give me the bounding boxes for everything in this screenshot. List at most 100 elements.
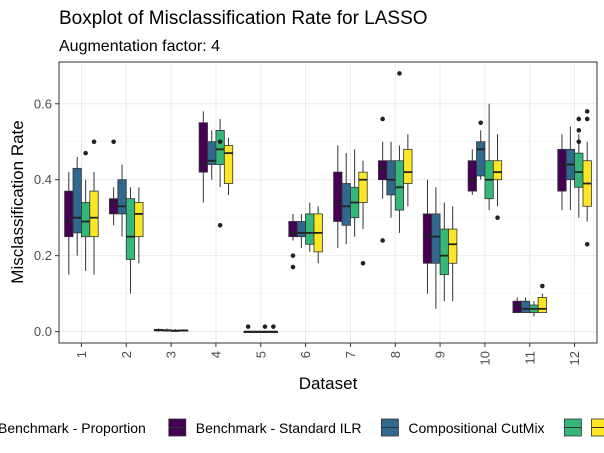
box-body — [223, 145, 234, 184]
box-body — [296, 221, 306, 238]
box-body — [358, 171, 368, 203]
y-tick-label: 0.6 — [34, 96, 52, 111]
box-body — [125, 198, 136, 260]
box-4-dataset-5 — [268, 324, 278, 334]
outlier-point — [380, 116, 385, 122]
x-tick-label: 4 — [208, 351, 223, 358]
box-4-dataset-10 — [492, 134, 503, 220]
x-tick-label: 8 — [388, 351, 403, 358]
box-body — [574, 152, 584, 188]
outlier-point — [245, 324, 251, 329]
x-tick-label: 11 — [522, 351, 537, 365]
box-4-dataset-12 — [582, 109, 592, 247]
box-body — [81, 202, 91, 238]
box-body — [288, 221, 298, 238]
outlier-point — [540, 283, 545, 289]
axes: 0.00.20.40.61 2 3 4 5 6 7 8 9 10 11 12 — [34, 96, 582, 365]
box-2-dataset-2 — [117, 164, 127, 237]
box-3-dataset-8 — [394, 71, 405, 233]
box-4-dataset-6 — [313, 206, 323, 264]
legend-label: Benchmark - Proportion — [0, 420, 146, 436]
outlier-point — [576, 116, 582, 122]
box-2-dataset-10 — [476, 120, 486, 180]
box-body — [64, 190, 74, 238]
x-tick-label: 5 — [253, 351, 268, 358]
box-3-dataset-5 — [260, 324, 270, 334]
box-4-dataset-3 — [179, 329, 189, 332]
box-body — [215, 129, 225, 165]
x-tick-label: 7 — [343, 351, 358, 358]
y-axis-label: Misclassification Rate — [8, 120, 27, 283]
box-body — [520, 300, 531, 314]
outlier-point — [584, 109, 590, 114]
outlier-point — [83, 150, 88, 156]
box-4-dataset-1 — [89, 139, 99, 275]
x-tick-label: 2 — [119, 351, 134, 358]
box-body — [403, 148, 413, 184]
box-body — [448, 228, 458, 264]
outlier-point — [380, 238, 385, 243]
x-tick-label: 6 — [298, 351, 313, 358]
box-body — [476, 141, 486, 177]
outlier-point — [478, 120, 484, 126]
outlier-point — [584, 116, 590, 122]
x-tick-label: 12 — [567, 351, 582, 365]
box-body — [394, 160, 405, 211]
box-4-dataset-2 — [134, 187, 144, 264]
box-2-dataset-4 — [207, 130, 217, 180]
box-body — [386, 160, 396, 196]
x-tick-label: 1 — [74, 351, 89, 358]
box-3-dataset-12 — [574, 116, 584, 218]
outlier-point — [360, 260, 366, 266]
outlier-point — [290, 264, 296, 270]
box-body — [89, 190, 99, 238]
x-axis-label: Dataset — [299, 374, 358, 393]
box-body — [378, 160, 388, 181]
box-body — [333, 171, 343, 222]
box-body — [72, 167, 82, 234]
box-body — [422, 213, 433, 264]
y-tick-label: 0.0 — [34, 324, 52, 339]
box-body — [512, 300, 522, 314]
y-tick-label: 0.4 — [34, 172, 52, 187]
outlier-point — [584, 241, 590, 247]
outlier-point — [271, 324, 276, 329]
box-layer — [64, 71, 592, 334]
box-2-dataset-3 — [162, 328, 172, 332]
x-tick-label: 10 — [477, 351, 492, 365]
box-body — [431, 213, 441, 264]
box-body — [341, 183, 351, 226]
x-tick-label: 9 — [433, 351, 448, 358]
outlier-point — [111, 139, 116, 145]
panel-border — [58, 61, 598, 344]
outlier-point — [217, 139, 223, 145]
box-4-dataset-9 — [448, 206, 458, 302]
box-body — [109, 198, 119, 215]
chart-title: Boxplot of Misclassification Rate for LA… — [59, 8, 428, 29]
outlier-point — [290, 253, 296, 258]
box-body — [537, 297, 547, 314]
box-body — [467, 160, 477, 192]
box-body — [439, 228, 449, 276]
box-body — [305, 213, 315, 245]
plot-panel — [59, 62, 597, 343]
outlier-point — [495, 215, 500, 220]
outlier-point — [217, 222, 223, 228]
box-body — [134, 202, 144, 238]
outlier-point — [397, 71, 402, 76]
outlier-point — [91, 139, 97, 145]
box-2-dataset-1 — [72, 156, 82, 256]
box-4-dataset-7 — [358, 160, 368, 266]
outlier-point — [576, 128, 582, 133]
box-body — [557, 148, 567, 192]
box-2-dataset-5 — [251, 330, 262, 334]
chart-subtitle: Augmentation factor: 4 — [59, 38, 220, 55]
legend: Benchmark - Proportion Benchmark - Standa… — [0, 418, 604, 437]
box-body — [117, 179, 127, 215]
box-1-dataset-4 — [198, 111, 208, 203]
outlier-point — [262, 324, 268, 329]
box-body — [492, 160, 503, 181]
box-4-dataset-11 — [537, 283, 547, 314]
y-tick-label: 0.2 — [34, 248, 52, 263]
